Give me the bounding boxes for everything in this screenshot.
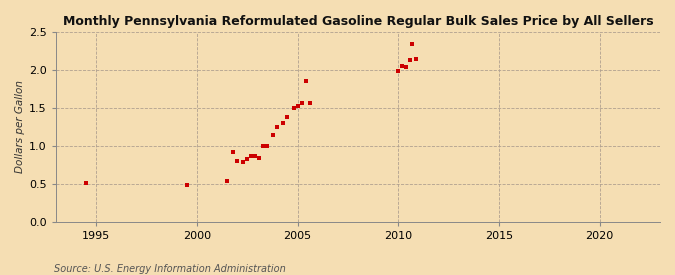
Point — [254, 156, 265, 160]
Point — [393, 68, 404, 73]
Point — [238, 160, 248, 164]
Point — [246, 153, 256, 158]
Point — [300, 79, 311, 84]
Point — [221, 178, 232, 183]
Point — [242, 156, 252, 161]
Point — [304, 100, 315, 105]
Text: Source: U.S. Energy Information Administration: Source: U.S. Energy Information Administ… — [54, 264, 286, 274]
Point — [407, 42, 418, 46]
Point — [411, 56, 422, 61]
Point — [262, 144, 273, 148]
Y-axis label: Dollars per Gallon: Dollars per Gallon — [15, 80, 25, 173]
Point — [405, 58, 416, 62]
Point — [296, 100, 307, 105]
Point — [397, 64, 408, 68]
Point — [272, 125, 283, 129]
Point — [282, 115, 293, 119]
Point — [182, 182, 192, 187]
Point — [278, 121, 289, 125]
Title: Monthly Pennsylvania Reformulated Gasoline Regular Bulk Sales Price by All Selle: Monthly Pennsylvania Reformulated Gasoli… — [63, 15, 653, 28]
Point — [268, 133, 279, 138]
Point — [288, 106, 299, 110]
Point — [232, 159, 242, 163]
Point — [81, 181, 92, 185]
Point — [258, 144, 269, 148]
Point — [250, 154, 261, 159]
Point — [292, 104, 303, 109]
Point — [401, 65, 412, 69]
Point — [227, 150, 238, 154]
